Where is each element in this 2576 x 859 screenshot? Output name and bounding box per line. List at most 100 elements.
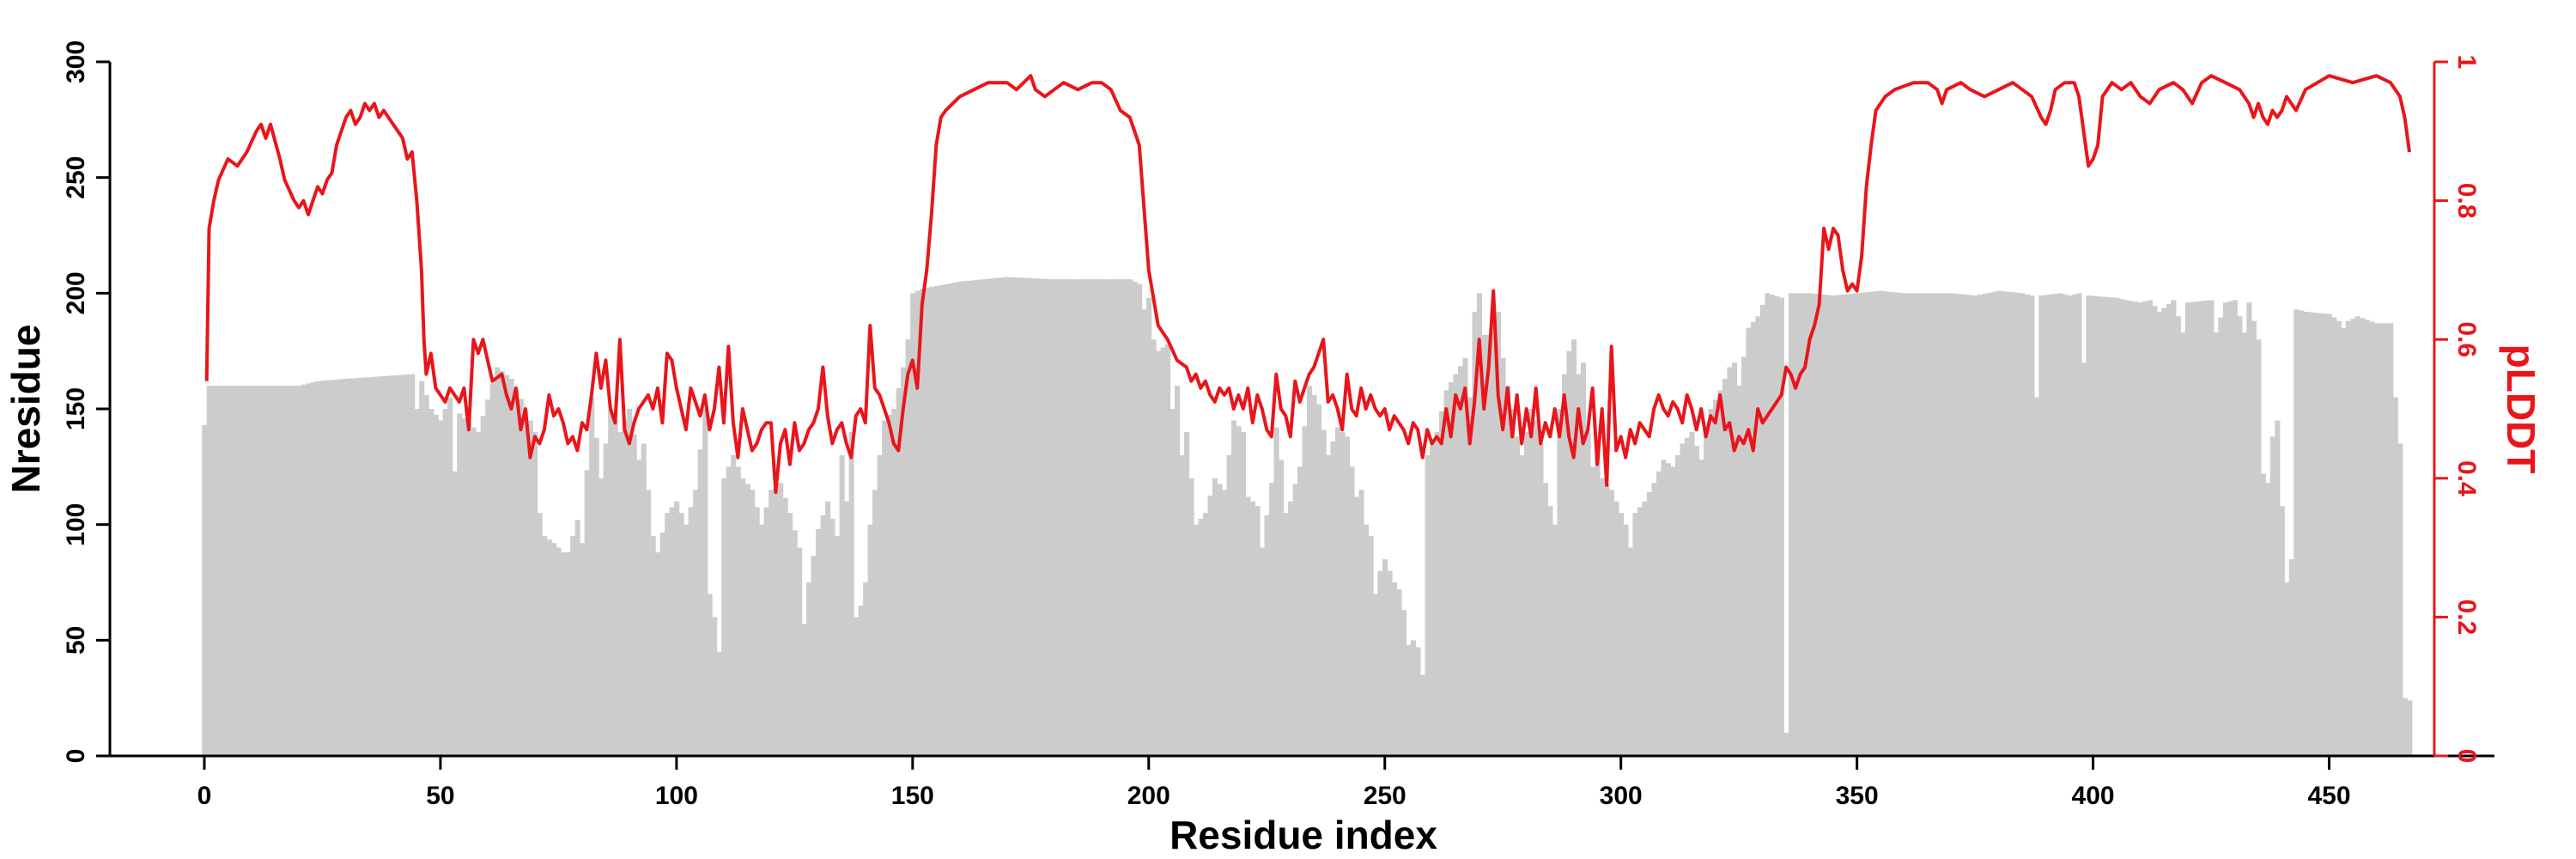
nresidue-bar	[2364, 320, 2370, 756]
nresidue-bar	[678, 513, 684, 756]
nresidue-bar	[886, 414, 892, 756]
nresidue-bar	[580, 543, 586, 756]
nresidue-bar	[1090, 279, 1096, 756]
nresidue-bar	[2033, 397, 2039, 756]
nresidue-bar	[943, 283, 949, 756]
nresidue-bar	[2123, 300, 2129, 756]
nresidue-bar	[693, 490, 699, 756]
y-axis-right-ticks: 0 0.2 0.4 0.6 0.8 1	[2434, 55, 2481, 763]
nresidue-bar	[1774, 295, 1780, 756]
nresidue-bar	[1118, 279, 1124, 756]
nresidue-bar	[306, 383, 312, 756]
nresidue-bar	[641, 443, 647, 756]
nresidue-bar	[1759, 304, 1765, 756]
nresidue-bar	[1330, 441, 1336, 756]
nresidue-bar	[1434, 431, 1440, 756]
nresidue-bar	[1996, 290, 2002, 756]
nresidue-bar	[2029, 295, 2035, 756]
nresidue-bar	[574, 520, 580, 756]
nresidue-bar	[999, 277, 1005, 756]
nresidue-bar	[778, 483, 784, 756]
nresidue-bar	[2354, 316, 2360, 756]
nresidue-bar	[2005, 291, 2011, 757]
nresidue-bar	[1552, 524, 1558, 756]
nresidue-bar	[2307, 312, 2313, 756]
nresidue-bar	[933, 285, 939, 756]
nresidue-bar	[1708, 409, 1714, 756]
nresidue-bar	[1608, 490, 1615, 756]
nresidue-bar	[2407, 700, 2413, 756]
nresidue-bar	[2222, 302, 2228, 756]
nresidue-bar	[1292, 484, 1298, 756]
nresidue-bar	[1736, 386, 1742, 756]
nresidue-bar	[726, 466, 732, 756]
x-axis-ticks: 0 50 100 150 200 250 300 350 400 450	[197, 756, 2351, 810]
x-tick-label: 300	[1600, 782, 1643, 810]
nresidue-bar	[2180, 332, 2186, 756]
nresidue-bar	[485, 399, 491, 756]
nresidue-bar	[1920, 293, 1926, 757]
nresidue-bar	[1510, 409, 1516, 756]
nresidue-bar	[1538, 443, 1544, 756]
nresidue-bar	[2350, 318, 2356, 756]
nresidue-bar	[2379, 323, 2385, 756]
nresidue-bar	[957, 281, 963, 756]
nresidue-bar	[211, 386, 217, 756]
nresidue-bar	[1457, 366, 1464, 756]
nresidue-bar	[1750, 322, 1757, 756]
nresidue-bar	[1637, 507, 1643, 756]
nresidue-bar	[811, 556, 817, 756]
nresidue-bar	[697, 449, 703, 756]
nresidue-bar	[787, 513, 793, 756]
nresidue-bar	[669, 507, 675, 756]
nresidue-bar	[2067, 295, 2073, 756]
nresidue-bar	[1656, 471, 1662, 756]
nresidue-bar	[2256, 339, 2262, 756]
nresidue-bar	[1948, 293, 1954, 757]
nresidue-bar	[206, 386, 212, 756]
nresidue-bar	[282, 386, 288, 756]
nresidue-bar	[1873, 291, 1879, 756]
nresidue-bar	[1868, 291, 1874, 757]
nresidue-bar	[240, 386, 246, 756]
nresidue-bar	[1382, 559, 1388, 756]
nresidue-bar	[1693, 446, 1700, 756]
nresidue-bar	[1571, 339, 1577, 756]
nresidue-bar	[221, 386, 227, 756]
nresidue-bar	[433, 414, 439, 756]
nresidue-bar	[1944, 293, 1950, 757]
nresidue-bar	[1627, 547, 1634, 756]
nresidue-bar	[1122, 279, 1128, 756]
nresidue-bar	[971, 280, 977, 756]
nresidue-bar	[329, 380, 335, 756]
nresidue-bar	[967, 280, 973, 756]
nresidue-bar	[2109, 297, 2115, 756]
nresidue-bar	[1160, 347, 1166, 756]
nresidue-bar	[1670, 466, 1676, 756]
nresidue-bar	[2038, 295, 2044, 756]
nresidue-bar	[1334, 427, 1341, 756]
nresidue-bar	[731, 454, 737, 756]
nresidue-bar	[2269, 436, 2275, 756]
nresidue-bar	[546, 539, 552, 756]
nresidue-bar	[2326, 314, 2332, 756]
nresidue-bar	[1179, 454, 1185, 756]
nresidue-bar	[1047, 278, 1053, 756]
x-tick-label: 50	[426, 782, 454, 810]
nresidue-bar	[2057, 293, 2063, 757]
nresidue-bar	[2373, 323, 2379, 756]
x-tick-label: 200	[1127, 782, 1170, 810]
nresidue-bar	[561, 551, 567, 756]
nresidue-bars	[202, 277, 2413, 757]
nresidue-bar	[1651, 483, 1657, 756]
nresidue-bar	[551, 543, 557, 756]
nresidue-bar	[1080, 279, 1086, 756]
nresidue-bar	[1184, 431, 1190, 756]
nresidue-bar	[565, 551, 571, 756]
nresidue-bar	[1481, 334, 1487, 756]
nresidue-bar	[518, 399, 524, 756]
nresidue-bar	[1316, 404, 1322, 756]
x-tick-label: 250	[1364, 782, 1406, 810]
nresidue-bar	[1103, 279, 1109, 756]
nresidue-bar	[735, 466, 741, 756]
